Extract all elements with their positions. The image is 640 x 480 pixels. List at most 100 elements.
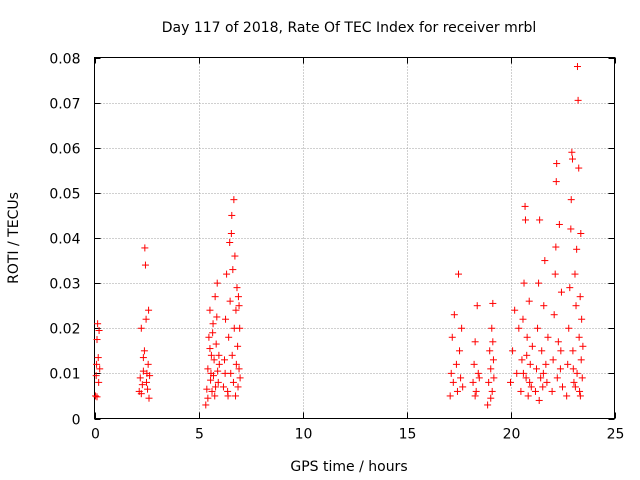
data-point [232, 360, 240, 368]
y-tick-label: 0 [72, 413, 81, 429]
data-point [556, 365, 564, 373]
data-point [206, 345, 214, 353]
data-point [523, 351, 531, 359]
data-point [213, 279, 221, 287]
data-point [550, 311, 558, 319]
data-point [566, 284, 574, 292]
y-tick-label: 0.06 [49, 142, 80, 158]
data-point [519, 369, 527, 377]
data-point [92, 372, 100, 380]
data-point [521, 202, 529, 210]
data-point [488, 387, 496, 395]
data-point [539, 369, 547, 377]
data-point [573, 63, 581, 71]
data-point [95, 378, 103, 386]
data-point [211, 293, 219, 301]
data-point [524, 392, 532, 400]
data-point [557, 288, 565, 296]
data-point [447, 369, 455, 377]
data-point [541, 257, 549, 265]
data-point [535, 396, 543, 404]
data-point [209, 329, 217, 337]
data-point [139, 367, 147, 375]
data-point [567, 225, 575, 233]
data-point [144, 360, 152, 368]
y-tick-label: 0.01 [49, 367, 80, 383]
data-point [488, 324, 496, 332]
data-point [573, 245, 581, 253]
data-point [94, 354, 102, 362]
data-point [490, 374, 498, 382]
data-point [234, 383, 242, 391]
data-point [474, 369, 482, 377]
data-point [578, 315, 586, 323]
data-point [457, 374, 465, 382]
data-point [528, 342, 536, 350]
data-point [221, 356, 228, 364]
data-point [207, 351, 215, 359]
data-point [96, 365, 104, 373]
data-point [226, 297, 234, 305]
data-point [487, 394, 495, 402]
data-point [215, 351, 223, 359]
x-tick-label: 25 [607, 427, 625, 443]
data-point [472, 387, 480, 395]
data-point [136, 374, 144, 382]
x-tick-label: 5 [195, 427, 204, 443]
data-point [204, 365, 212, 373]
data-point [564, 360, 572, 368]
y-tick-label: 0.02 [49, 322, 80, 338]
data-point [224, 392, 232, 400]
data-point [226, 239, 234, 247]
grid-lines [94, 57, 615, 419]
x-tick-label: 10 [295, 427, 313, 443]
y-tick-label: 0.03 [49, 277, 80, 293]
data-point [143, 378, 150, 386]
data-point [452, 360, 460, 368]
data-point [473, 302, 481, 310]
data-point [575, 333, 583, 341]
data-point [204, 394, 212, 402]
data-point [526, 360, 534, 368]
data-point [453, 387, 461, 395]
data-point [540, 302, 548, 310]
x-tick-label: 0 [91, 427, 100, 443]
y-tick-label: 0.08 [49, 52, 80, 68]
data-point [537, 374, 545, 382]
data-point [507, 378, 514, 386]
data-point [228, 351, 236, 359]
data-point [222, 315, 230, 323]
y-tick-label: 0.05 [49, 187, 80, 203]
x-tick-label: 15 [399, 427, 417, 443]
data-point [202, 401, 210, 409]
data-point [552, 243, 560, 251]
data-point [207, 376, 215, 384]
data-point [539, 383, 547, 391]
data-point [232, 306, 240, 314]
data-point [470, 360, 478, 368]
data-point [234, 342, 242, 350]
data-point [486, 347, 494, 355]
data-point [235, 365, 243, 373]
x-axis-title: GPS time / hours [290, 459, 407, 475]
data-point [144, 385, 152, 393]
data-point [212, 383, 220, 391]
data-point [143, 369, 151, 377]
data-point [554, 338, 562, 346]
data-point [553, 374, 561, 382]
data-point [449, 378, 457, 386]
data-point [567, 196, 575, 204]
data-point [531, 387, 539, 395]
data-point [206, 306, 214, 314]
data-point [458, 324, 466, 332]
data-point [227, 229, 235, 237]
data-point [549, 356, 557, 364]
data-point [207, 369, 215, 377]
data-point [145, 394, 153, 402]
data-point [140, 347, 148, 355]
data-point [141, 261, 149, 269]
data-point [544, 333, 552, 341]
data-point [212, 340, 220, 348]
data-point [576, 293, 584, 301]
data-point [543, 378, 551, 386]
